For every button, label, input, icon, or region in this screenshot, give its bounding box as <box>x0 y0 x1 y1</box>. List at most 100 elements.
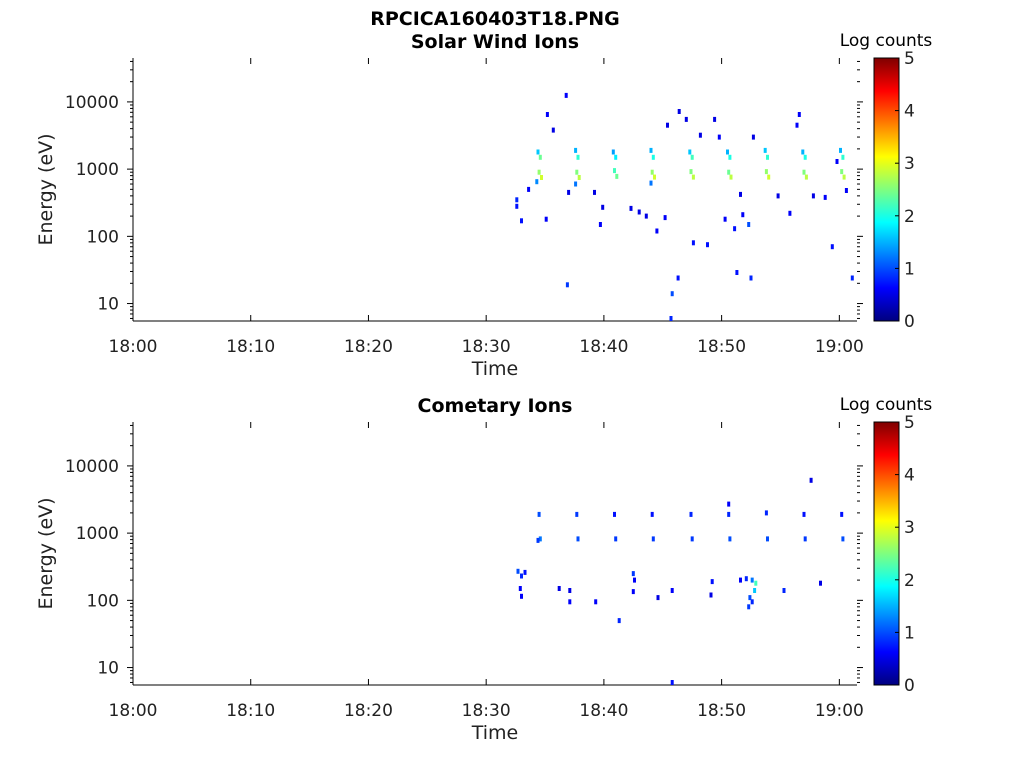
heatmap-cell <box>728 154 732 160</box>
heatmap-cell <box>766 536 769 542</box>
heatmap-cell <box>575 169 579 175</box>
y-tick-label: 1000 <box>76 524 119 544</box>
heatmap-cell <box>802 511 806 517</box>
heatmap-cell <box>767 174 771 180</box>
y-tick-label: 1000 <box>76 160 119 180</box>
heatmap-cell <box>670 291 674 297</box>
heatmap-cell <box>516 568 520 574</box>
heatmap-cell <box>613 168 616 174</box>
x-tick-label: 18:30 <box>462 701 511 721</box>
heatmap-cell <box>515 203 519 209</box>
heatmap-cell <box>797 112 801 117</box>
heatmap-cell <box>698 132 702 138</box>
solar-wind-ions-panel: Solar Wind Ions 18:00 18:10 18:20 18:30 18:40… <box>35 31 932 380</box>
y-tick-label: 10 <box>97 659 119 679</box>
colorbar-tick-label: 3 <box>904 154 915 174</box>
x-tick-label: 19:00 <box>815 701 864 721</box>
heatmap-cell <box>727 169 731 175</box>
heatmap-cell <box>803 154 807 160</box>
heatmap-cell <box>713 116 717 122</box>
colorbar <box>873 57 900 322</box>
y-tick-label: 100 <box>87 591 119 611</box>
heatmap-cell <box>688 149 692 155</box>
heatmap-cell <box>782 588 786 593</box>
heatmap-cell <box>515 197 519 203</box>
x-tick-label: 18:00 <box>109 701 158 721</box>
heatmap-cell <box>598 222 602 227</box>
heatmap-cell <box>744 576 748 582</box>
heatmap-cell <box>540 175 543 180</box>
heatmap-cell <box>637 209 641 215</box>
heatmap-cell <box>535 179 539 185</box>
heatmap-cell <box>617 618 621 624</box>
x-tick-label: 18:10 <box>226 701 275 721</box>
heatmap-cell <box>666 122 669 128</box>
colorbar-tick-label: 2 <box>904 207 915 227</box>
heatmap-cell <box>650 511 654 517</box>
heatmap-cell <box>676 275 680 281</box>
heatmap-cell <box>537 511 541 517</box>
heatmap-cell <box>574 147 578 153</box>
heatmap-cell <box>764 169 768 175</box>
y-tick-label: 10000 <box>65 457 119 477</box>
heatmap-cell <box>518 586 522 591</box>
heatmap-cell <box>850 275 854 281</box>
colorbar-tick-label: 4 <box>904 102 915 122</box>
heatmap-cell <box>631 589 635 595</box>
heatmap-cell <box>575 511 579 517</box>
heatmap-cell <box>763 147 767 153</box>
heatmap-cell <box>520 573 523 579</box>
heatmap-cell <box>748 595 752 601</box>
heatmap-cell <box>677 109 681 114</box>
x-tick-label: 18:20 <box>344 701 393 721</box>
heatmap-cell <box>840 511 844 517</box>
heatmap-cell <box>544 216 548 222</box>
colorbar-label: Log counts <box>840 31 933 51</box>
colorbar-tick-label: 0 <box>904 312 915 332</box>
heatmap-cell <box>614 536 618 542</box>
x-axis-label: Time <box>471 358 519 380</box>
heatmap-cell <box>615 173 619 179</box>
heatmap-cell <box>576 536 580 542</box>
heatmap-cell <box>706 242 709 248</box>
heatmap-cell <box>811 193 815 199</box>
x-tick-label: 18:50 <box>697 337 746 357</box>
heatmap-cell <box>651 536 655 542</box>
heatmap-cell <box>835 159 839 164</box>
figure-title: RPCICA160403T18.PNG <box>370 8 620 30</box>
heatmap-cell <box>576 154 580 160</box>
colorbar-tick-label: 5 <box>904 49 915 69</box>
x-tick-label: 18:20 <box>344 337 393 357</box>
heatmap-cell <box>538 536 542 542</box>
colorbar-tick-label: 0 <box>904 676 915 696</box>
heatmap-cell <box>839 147 842 153</box>
x-tick-label: 18:40 <box>579 337 628 357</box>
y-tick-label: 100 <box>87 227 119 247</box>
heatmap-cell <box>842 174 846 180</box>
heatmap-cell <box>653 174 656 180</box>
x-tick-label: 18:50 <box>697 701 746 721</box>
heatmap-cell <box>804 174 808 180</box>
heatmap-cell <box>750 577 754 583</box>
heatmap-cell <box>593 189 596 195</box>
heatmap-cell <box>633 577 636 583</box>
heatmap-cell <box>649 180 653 186</box>
heatmap-cell <box>788 210 792 216</box>
y-tick-label: 10000 <box>65 93 119 113</box>
heatmap-cell <box>709 592 713 598</box>
heatmap-cell <box>747 604 751 610</box>
x-tick-label: 18:40 <box>579 701 628 721</box>
heatmap-cell <box>726 149 729 155</box>
x-axis-label: Time <box>471 722 519 744</box>
heatmap-cell <box>689 169 693 175</box>
heatmap-cell <box>670 680 674 685</box>
x-tick-label: 19:00 <box>815 337 864 357</box>
panel-title: Solar Wind Ions <box>411 31 579 53</box>
heatmap-cell <box>717 134 721 140</box>
heatmap-cell <box>750 599 754 605</box>
heatmap-cell <box>656 595 660 601</box>
x-tick-label: 18:00 <box>109 337 158 357</box>
heatmap-cell <box>655 228 659 234</box>
heatmap-cell <box>776 193 780 199</box>
heatmap-cell <box>690 154 694 160</box>
